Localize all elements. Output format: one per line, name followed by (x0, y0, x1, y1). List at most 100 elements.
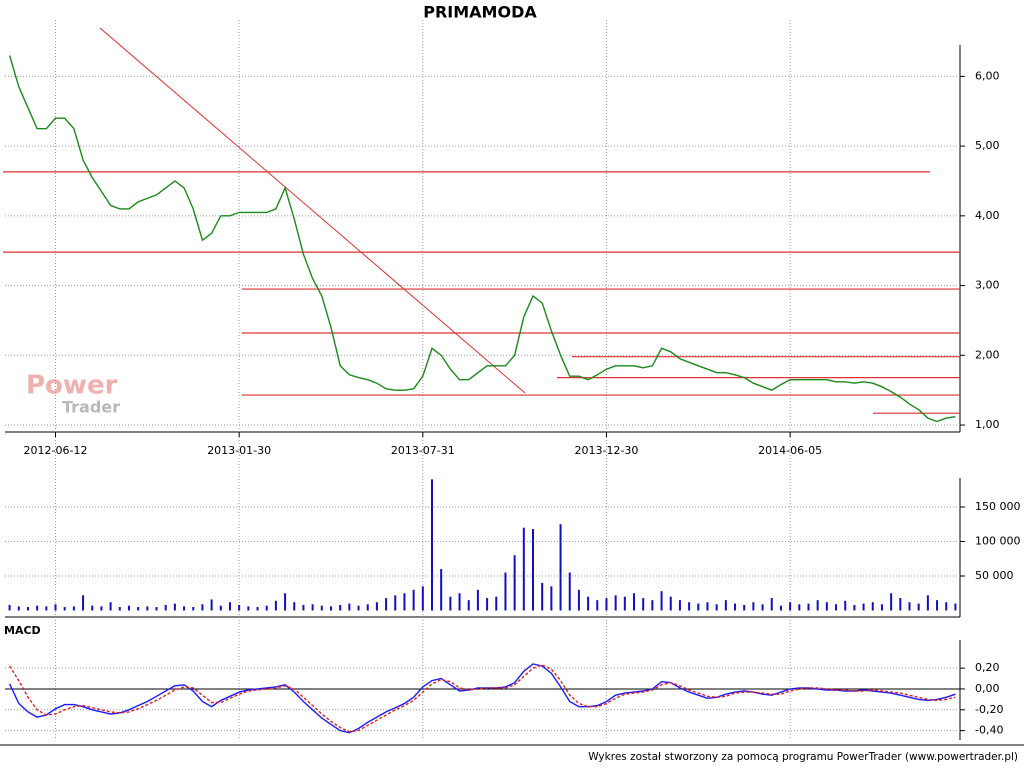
volume-bar (228, 602, 231, 611)
y-tick-label: 2,00 (975, 348, 1000, 361)
chart-title: PRIMAMODA (423, 3, 537, 22)
volume-bar (559, 524, 562, 611)
volume-bar (743, 604, 746, 611)
y-tick-label: -0,20 (975, 703, 1003, 716)
volume-bar (449, 596, 452, 611)
volume-bar (36, 605, 39, 611)
volume-bar (91, 605, 94, 611)
volume-bar (63, 607, 66, 611)
volume-bar (568, 572, 571, 611)
volume-bar (642, 598, 645, 611)
y-tick-label: 0,00 (975, 682, 1000, 695)
volume-bar (807, 603, 810, 611)
volume-bar (761, 604, 764, 611)
volume-bar (210, 599, 213, 611)
volume-bar (412, 589, 415, 611)
volume-bar (614, 595, 617, 611)
volume-bar (219, 605, 222, 611)
volume-bar (623, 596, 626, 611)
volume-bar (192, 607, 195, 611)
footer: Wykres został stworzony za pomocą progra… (588, 751, 1018, 763)
volume-bar (366, 604, 369, 611)
y-tick-label: 0,20 (975, 661, 1000, 674)
volume-bar (421, 586, 424, 611)
volume-bar (917, 603, 920, 611)
volume-bar (669, 596, 672, 611)
volume-bar (890, 593, 893, 611)
volume-bar (752, 602, 755, 611)
volume-bar (495, 596, 498, 611)
volume-bar (247, 606, 250, 611)
volume-bar (936, 600, 939, 611)
volume-bar (862, 603, 865, 611)
volume-bar (660, 591, 663, 611)
volume-bar (871, 602, 874, 611)
volume-bar (256, 607, 259, 611)
volume-bar (467, 600, 470, 611)
volume-bar (8, 604, 11, 611)
logo-power: Power (26, 371, 118, 401)
volume-bar (274, 600, 277, 611)
volume-bar (724, 600, 727, 611)
volume-bar (697, 603, 700, 611)
volume-bar (770, 598, 773, 611)
volume-bar (513, 555, 516, 611)
volume-bar (45, 606, 48, 611)
volume-bar (798, 604, 801, 611)
volume-bar (302, 604, 305, 611)
volume-bar (173, 603, 176, 611)
volume-bar (458, 593, 461, 611)
volume-bar (54, 604, 57, 611)
volume-bar (164, 604, 167, 611)
volume-bar (293, 602, 296, 611)
volume-bar (100, 606, 103, 611)
volume-bar (908, 602, 911, 611)
volume-bar (486, 598, 489, 611)
volume-bar (320, 605, 323, 611)
volume-bar (183, 606, 186, 611)
y-tick-label: 150 000 (975, 500, 1021, 513)
volume-bar (72, 606, 75, 611)
volume-bar (127, 605, 130, 611)
volume-bar (394, 595, 397, 611)
volume-bar (587, 596, 590, 611)
volume-bar (651, 600, 654, 611)
volume-bar (17, 606, 20, 611)
volume-bar (109, 602, 112, 611)
volume-bar (715, 604, 718, 611)
y-tick-label: 5,00 (975, 139, 1000, 152)
y-tick-label: 1,00 (975, 418, 1000, 431)
x-tick-label: 2012-06-12 (24, 444, 88, 457)
volume-bar (311, 604, 314, 611)
volume-bar (403, 593, 406, 611)
volume-bar (82, 595, 85, 611)
volume-bar (550, 586, 553, 611)
x-tick-label: 2014-06-05 (758, 444, 822, 457)
volume-bar (284, 593, 287, 611)
volume-bar (118, 607, 121, 611)
volume-bar (688, 602, 691, 611)
y-tick-label: 50 000 (975, 569, 1014, 582)
volume-bar (532, 529, 535, 611)
volume-bar (522, 527, 525, 611)
volume-bar (835, 604, 838, 611)
volume-bar (844, 600, 847, 611)
volume-bar (945, 602, 948, 611)
volume-bar (633, 593, 636, 611)
volume-bar (678, 600, 681, 611)
x-tick-label: 2013-07-31 (391, 444, 455, 457)
volume-bar (596, 600, 599, 611)
x-tick-label: 2013-01-30 (207, 444, 271, 457)
volume-bar (779, 605, 782, 611)
volume-bar (880, 604, 883, 611)
series-line (8, 55, 956, 423)
y-tick-label: 6,00 (975, 69, 1000, 82)
volume-bar (430, 479, 433, 611)
volume-bar (385, 598, 388, 611)
volume-bar (339, 604, 342, 611)
y-tick-label: 100 000 (975, 534, 1021, 547)
y-tick-label: -0,40 (975, 724, 1003, 737)
volume-bar (577, 589, 580, 611)
